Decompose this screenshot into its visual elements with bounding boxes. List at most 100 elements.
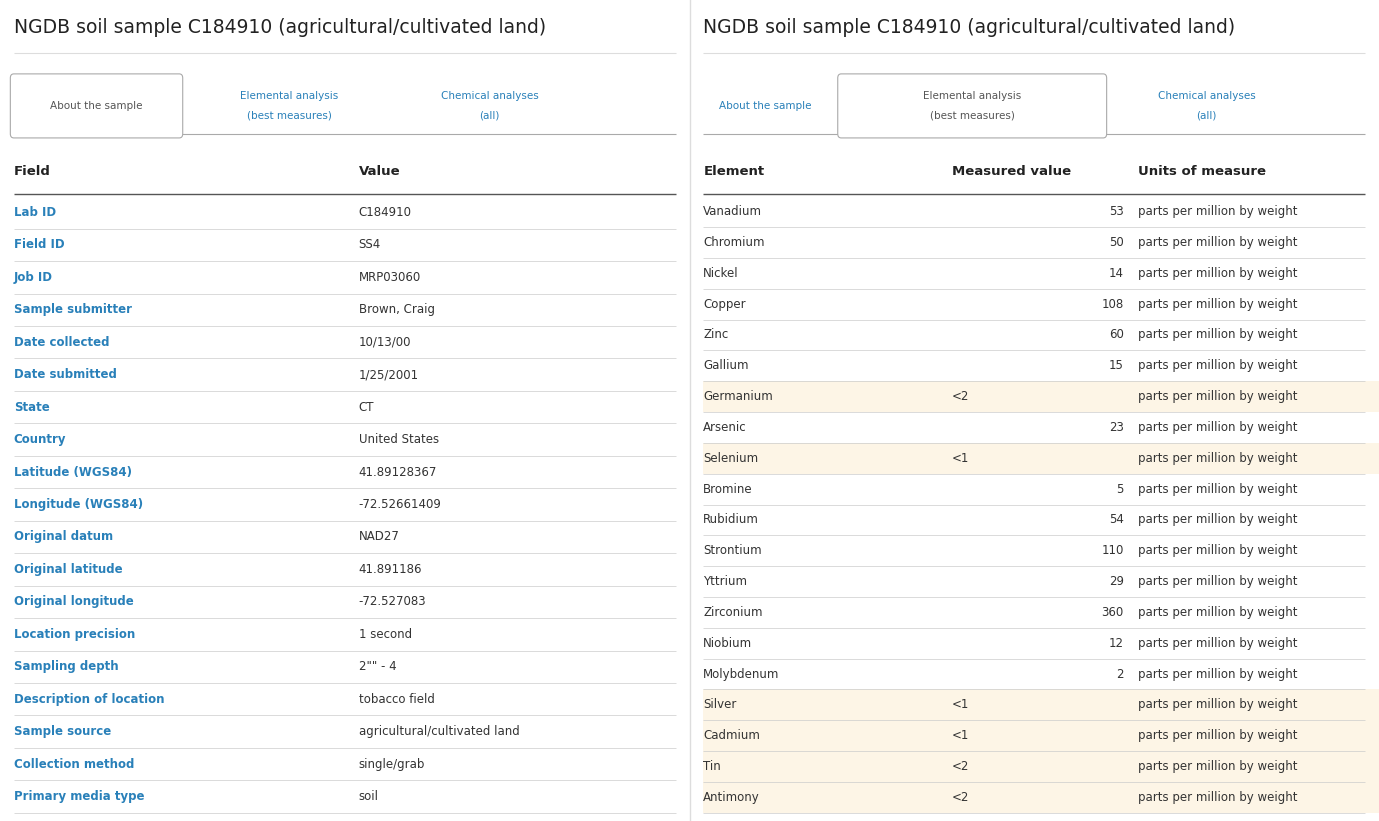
- Text: parts per million by weight: parts per million by weight: [1138, 637, 1298, 649]
- Text: Country: Country: [14, 433, 66, 446]
- Text: Measured value: Measured value: [952, 165, 1070, 178]
- Text: parts per million by weight: parts per million by weight: [1138, 360, 1298, 372]
- Text: 360: 360: [1102, 606, 1124, 619]
- Text: 54: 54: [1109, 513, 1124, 526]
- Text: parts per million by weight: parts per million by weight: [1138, 390, 1298, 403]
- FancyBboxPatch shape: [11, 74, 182, 138]
- Text: Longitude (WGS84): Longitude (WGS84): [14, 498, 143, 511]
- Text: Lab ID: Lab ID: [14, 206, 57, 219]
- Text: parts per million by weight: parts per million by weight: [1138, 544, 1298, 557]
- Text: Rubidium: Rubidium: [703, 513, 760, 526]
- Text: Field: Field: [14, 165, 51, 178]
- Text: Niobium: Niobium: [703, 637, 753, 649]
- Text: Nickel: Nickel: [703, 267, 739, 280]
- Text: 53: 53: [1109, 205, 1124, 218]
- Text: Selenium: Selenium: [703, 452, 758, 465]
- Text: Antimony: Antimony: [703, 791, 760, 804]
- Text: Copper: Copper: [703, 298, 746, 310]
- Text: Chemical analyses: Chemical analyses: [1158, 91, 1255, 101]
- Text: tobacco field: tobacco field: [359, 693, 434, 706]
- Text: SS4: SS4: [359, 238, 381, 251]
- Text: 14: 14: [1109, 267, 1124, 280]
- Text: 12: 12: [1109, 637, 1124, 649]
- Text: soil: soil: [359, 790, 379, 803]
- Text: 15: 15: [1109, 360, 1124, 372]
- Text: 108: 108: [1102, 298, 1124, 310]
- Text: (best measures): (best measures): [247, 111, 332, 121]
- Text: (best measures): (best measures): [929, 111, 1015, 121]
- Text: (all): (all): [1197, 111, 1216, 121]
- Bar: [703, 782, 1379, 813]
- Text: Description of location: Description of location: [14, 693, 164, 706]
- Bar: [703, 443, 1379, 474]
- Text: Chromium: Chromium: [703, 236, 765, 249]
- Bar: [703, 720, 1379, 751]
- Text: parts per million by weight: parts per million by weight: [1138, 267, 1298, 280]
- Text: 41.89128367: 41.89128367: [359, 466, 437, 479]
- Text: <2: <2: [952, 791, 969, 804]
- Text: <2: <2: [952, 760, 969, 773]
- Bar: [703, 690, 1379, 720]
- Text: Sample source: Sample source: [14, 725, 112, 738]
- Text: 1/25/2001: 1/25/2001: [359, 368, 419, 381]
- Text: parts per million by weight: parts per million by weight: [1138, 421, 1298, 434]
- Text: Germanium: Germanium: [703, 390, 774, 403]
- Text: 1 second: 1 second: [359, 628, 412, 641]
- Text: parts per million by weight: parts per million by weight: [1138, 729, 1298, 742]
- Text: parts per million by weight: parts per million by weight: [1138, 575, 1298, 588]
- Text: Job ID: Job ID: [14, 271, 52, 284]
- Text: NGDB soil sample C184910 (agricultural/cultivated land): NGDB soil sample C184910 (agricultural/c…: [703, 18, 1236, 37]
- Text: <1: <1: [952, 452, 969, 465]
- Text: parts per million by weight: parts per million by weight: [1138, 606, 1298, 619]
- Text: Sampling depth: Sampling depth: [14, 660, 119, 673]
- Text: Molybdenum: Molybdenum: [703, 667, 779, 681]
- Text: agricultural/cultivated land: agricultural/cultivated land: [359, 725, 520, 738]
- Text: Zinc: Zinc: [703, 328, 728, 342]
- FancyBboxPatch shape: [838, 74, 1107, 138]
- Text: Original datum: Original datum: [14, 530, 113, 544]
- Text: Collection method: Collection method: [14, 758, 134, 771]
- Text: <1: <1: [952, 699, 969, 711]
- Text: single/grab: single/grab: [359, 758, 425, 771]
- Text: MRP03060: MRP03060: [359, 271, 421, 284]
- Text: Value: Value: [359, 165, 400, 178]
- Text: About the sample: About the sample: [718, 101, 812, 111]
- Text: Silver: Silver: [703, 699, 736, 711]
- Text: NAD27: NAD27: [359, 530, 400, 544]
- Text: 2: 2: [1117, 667, 1124, 681]
- Text: Sample submitter: Sample submitter: [14, 303, 132, 316]
- Text: Brown, Craig: Brown, Craig: [359, 303, 434, 316]
- Bar: [703, 751, 1379, 782]
- Text: -72.527083: -72.527083: [359, 595, 426, 608]
- Text: parts per million by weight: parts per million by weight: [1138, 483, 1298, 496]
- Text: Primary media type: Primary media type: [14, 790, 145, 803]
- Text: Original latitude: Original latitude: [14, 563, 123, 576]
- Text: United States: United States: [359, 433, 439, 446]
- Text: Arsenic: Arsenic: [703, 421, 747, 434]
- Text: parts per million by weight: parts per million by weight: [1138, 236, 1298, 249]
- Text: Elemental analysis: Elemental analysis: [240, 91, 339, 101]
- Text: 50: 50: [1109, 236, 1124, 249]
- Text: 110: 110: [1102, 544, 1124, 557]
- Text: Latitude (WGS84): Latitude (WGS84): [14, 466, 132, 479]
- Text: Element: Element: [703, 165, 764, 178]
- Text: parts per million by weight: parts per million by weight: [1138, 699, 1298, 711]
- Text: parts per million by weight: parts per million by weight: [1138, 205, 1298, 218]
- Text: C184910: C184910: [359, 206, 411, 219]
- Text: About the sample: About the sample: [50, 101, 143, 111]
- Text: Gallium: Gallium: [703, 360, 749, 372]
- Text: Field ID: Field ID: [14, 238, 65, 251]
- Text: Date collected: Date collected: [14, 336, 109, 349]
- Text: Location precision: Location precision: [14, 628, 135, 641]
- Text: parts per million by weight: parts per million by weight: [1138, 760, 1298, 773]
- Text: parts per million by weight: parts per million by weight: [1138, 667, 1298, 681]
- Text: Units of measure: Units of measure: [1138, 165, 1266, 178]
- Text: Zirconium: Zirconium: [703, 606, 763, 619]
- Text: <1: <1: [952, 729, 969, 742]
- Text: parts per million by weight: parts per million by weight: [1138, 513, 1298, 526]
- Text: 10/13/00: 10/13/00: [359, 336, 411, 349]
- Text: parts per million by weight: parts per million by weight: [1138, 791, 1298, 804]
- Text: Yttrium: Yttrium: [703, 575, 747, 588]
- Text: Original longitude: Original longitude: [14, 595, 134, 608]
- Text: State: State: [14, 401, 50, 414]
